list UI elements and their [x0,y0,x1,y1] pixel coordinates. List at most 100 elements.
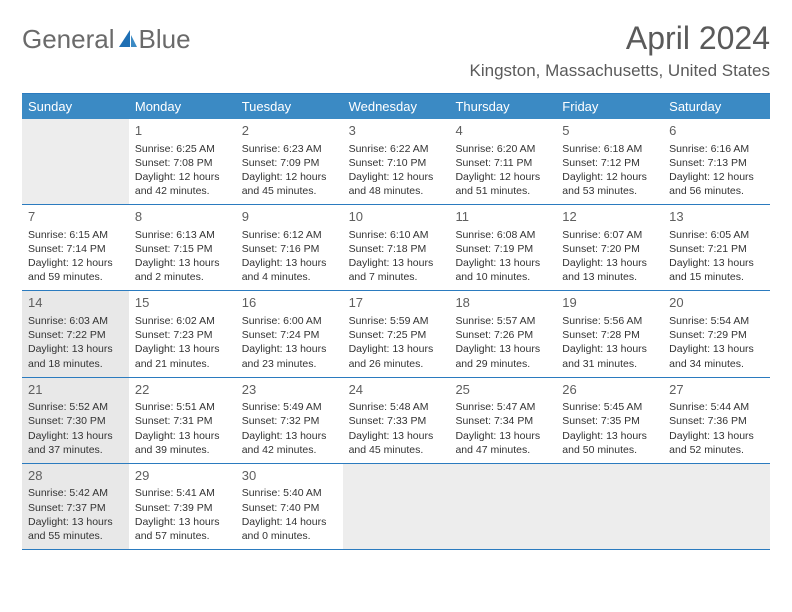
day-number: 19 [562,294,657,312]
day-dl1: Daylight: 13 hours [455,429,550,443]
day-dl2: and 29 minutes. [455,357,550,371]
week-row: 7Sunrise: 6:15 AMSunset: 7:14 PMDaylight… [22,205,770,291]
day-ss: Sunset: 7:31 PM [135,414,230,428]
day-dl2: and 0 minutes. [242,529,337,543]
day-dl1: Daylight: 13 hours [349,256,444,270]
day-ss: Sunset: 7:14 PM [28,242,123,256]
weeks-container: 1Sunrise: 6:25 AMSunset: 7:08 PMDaylight… [22,119,770,550]
day-number: 21 [28,381,123,399]
day-cell: 23Sunrise: 5:49 AMSunset: 7:32 PMDayligh… [236,378,343,463]
day-number: 30 [242,467,337,485]
day-sr: Sunrise: 6:05 AM [669,228,764,242]
day-dl1: Daylight: 13 hours [562,256,657,270]
day-dl2: and 45 minutes. [349,443,444,457]
dow-saturday: Saturday [663,94,770,119]
day-dl1: Daylight: 12 hours [135,170,230,184]
day-empty [343,464,450,549]
day-dl1: Daylight: 12 hours [669,170,764,184]
day-empty [22,119,129,204]
day-number: 2 [242,122,337,140]
dow-tuesday: Tuesday [236,94,343,119]
day-dl2: and 59 minutes. [28,270,123,284]
day-dl1: Daylight: 13 hours [562,342,657,356]
day-cell: 6Sunrise: 6:16 AMSunset: 7:13 PMDaylight… [663,119,770,204]
week-row: 14Sunrise: 6:03 AMSunset: 7:22 PMDayligh… [22,291,770,377]
day-number: 7 [28,208,123,226]
day-ss: Sunset: 7:08 PM [135,156,230,170]
day-dl2: and 57 minutes. [135,529,230,543]
day-ss: Sunset: 7:36 PM [669,414,764,428]
dow-thursday: Thursday [449,94,556,119]
day-number: 3 [349,122,444,140]
day-sr: Sunrise: 6:23 AM [242,142,337,156]
day-ss: Sunset: 7:24 PM [242,328,337,342]
day-ss: Sunset: 7:18 PM [349,242,444,256]
day-cell: 5Sunrise: 6:18 AMSunset: 7:12 PMDaylight… [556,119,663,204]
day-number: 14 [28,294,123,312]
day-ss: Sunset: 7:39 PM [135,501,230,515]
day-ss: Sunset: 7:12 PM [562,156,657,170]
day-dl1: Daylight: 13 hours [135,515,230,529]
day-dl1: Daylight: 13 hours [349,429,444,443]
day-ss: Sunset: 7:26 PM [455,328,550,342]
day-dl2: and 18 minutes. [28,357,123,371]
day-cell: 3Sunrise: 6:22 AMSunset: 7:10 PMDaylight… [343,119,450,204]
day-sr: Sunrise: 6:03 AM [28,314,123,328]
day-number: 1 [135,122,230,140]
day-dl1: Daylight: 13 hours [562,429,657,443]
day-dl1: Daylight: 13 hours [669,342,764,356]
day-sr: Sunrise: 5:47 AM [455,400,550,414]
day-sr: Sunrise: 5:54 AM [669,314,764,328]
day-dl2: and 45 minutes. [242,184,337,198]
day-number: 4 [455,122,550,140]
day-sr: Sunrise: 5:45 AM [562,400,657,414]
day-cell: 26Sunrise: 5:45 AMSunset: 7:35 PMDayligh… [556,378,663,463]
day-sr: Sunrise: 5:49 AM [242,400,337,414]
day-empty [663,464,770,549]
day-ss: Sunset: 7:28 PM [562,328,657,342]
day-dl1: Daylight: 12 hours [455,170,550,184]
day-sr: Sunrise: 5:40 AM [242,486,337,500]
day-dl2: and 48 minutes. [349,184,444,198]
day-dl1: Daylight: 13 hours [242,256,337,270]
day-cell: 24Sunrise: 5:48 AMSunset: 7:33 PMDayligh… [343,378,450,463]
day-ss: Sunset: 7:10 PM [349,156,444,170]
day-dl2: and 2 minutes. [135,270,230,284]
day-dl2: and 52 minutes. [669,443,764,457]
day-number: 17 [349,294,444,312]
day-dl2: and 39 minutes. [135,443,230,457]
day-ss: Sunset: 7:11 PM [455,156,550,170]
day-ss: Sunset: 7:34 PM [455,414,550,428]
week-row: 28Sunrise: 5:42 AMSunset: 7:37 PMDayligh… [22,464,770,550]
day-number: 27 [669,381,764,399]
day-ss: Sunset: 7:30 PM [28,414,123,428]
sail-icon [117,28,139,50]
day-dl2: and 7 minutes. [349,270,444,284]
header: General Blue April 2024 Kingston, Massac… [22,20,770,81]
brand-logo: General Blue [22,24,191,55]
day-dl1: Daylight: 13 hours [242,342,337,356]
day-sr: Sunrise: 6:12 AM [242,228,337,242]
day-number: 5 [562,122,657,140]
day-sr: Sunrise: 5:44 AM [669,400,764,414]
day-number: 13 [669,208,764,226]
brand-part1: General [22,24,115,55]
day-sr: Sunrise: 6:16 AM [669,142,764,156]
day-cell: 22Sunrise: 5:51 AMSunset: 7:31 PMDayligh… [129,378,236,463]
day-of-week-row: Sunday Monday Tuesday Wednesday Thursday… [22,94,770,119]
day-dl2: and 50 minutes. [562,443,657,457]
day-dl1: Daylight: 13 hours [135,429,230,443]
day-dl1: Daylight: 13 hours [455,342,550,356]
day-cell: 30Sunrise: 5:40 AMSunset: 7:40 PMDayligh… [236,464,343,549]
day-sr: Sunrise: 6:20 AM [455,142,550,156]
calendar-grid: Sunday Monday Tuesday Wednesday Thursday… [22,93,770,550]
day-ss: Sunset: 7:19 PM [455,242,550,256]
day-ss: Sunset: 7:29 PM [669,328,764,342]
day-number: 11 [455,208,550,226]
day-number: 15 [135,294,230,312]
day-dl2: and 26 minutes. [349,357,444,371]
day-dl1: Daylight: 13 hours [135,256,230,270]
day-dl2: and 37 minutes. [28,443,123,457]
day-dl1: Daylight: 13 hours [669,256,764,270]
day-number: 9 [242,208,337,226]
